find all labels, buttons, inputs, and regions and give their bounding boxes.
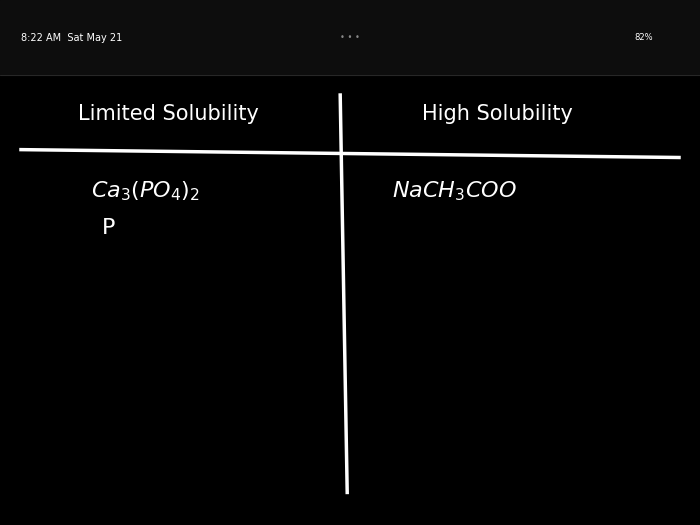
Text: 8:22 AM  Sat May 21: 8:22 AM Sat May 21 xyxy=(21,33,122,43)
Text: P: P xyxy=(102,218,115,238)
Text: 82%: 82% xyxy=(635,33,653,42)
Text: • • •: • • • xyxy=(340,33,360,42)
Text: $NaCH_3COO$: $NaCH_3COO$ xyxy=(392,180,517,203)
Text: High Solubility: High Solubility xyxy=(421,104,573,124)
Bar xyxy=(0,0,700,75)
Text: Limited Solubility: Limited Solubility xyxy=(78,104,258,124)
Text: $Ca_3(PO_4)_2$: $Ca_3(PO_4)_2$ xyxy=(91,180,200,203)
